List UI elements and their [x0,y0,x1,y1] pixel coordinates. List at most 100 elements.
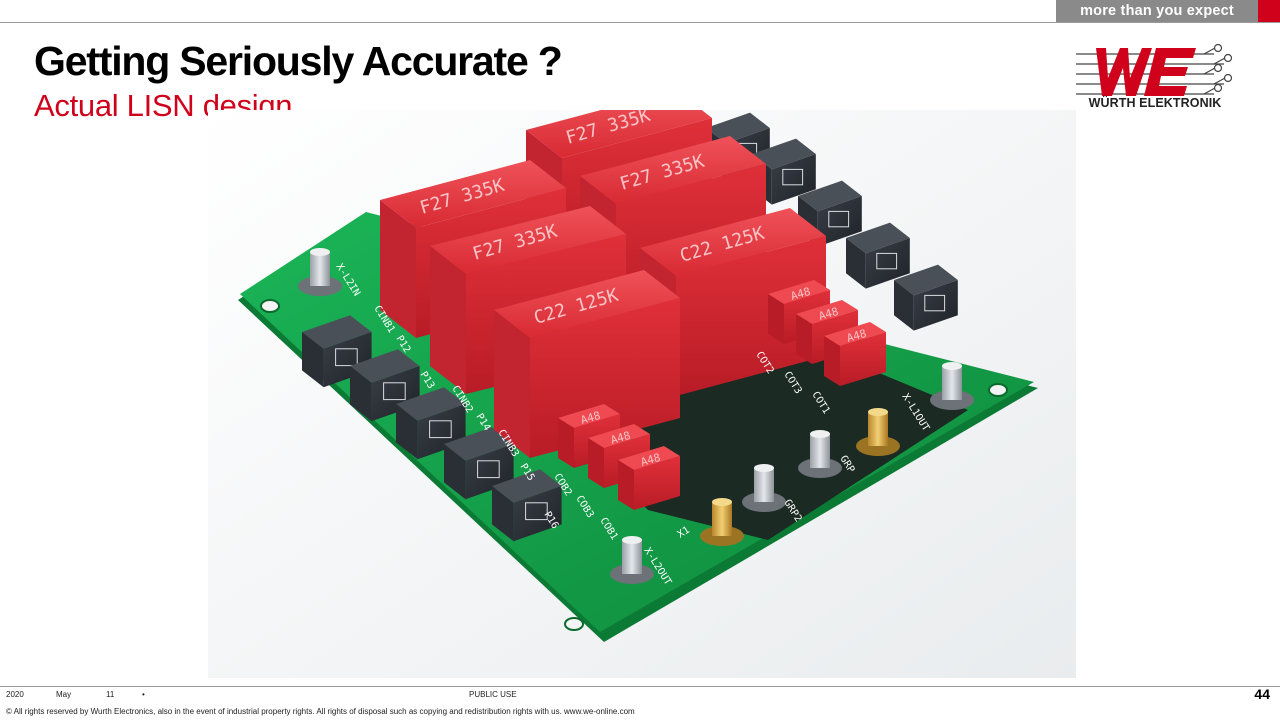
inductor-top [302,315,372,349]
inductor-top [444,427,514,461]
capacitor-top [494,270,680,338]
inductor-side [302,332,324,388]
inductor-front [865,238,910,289]
small-capacitor-label: A48 [609,429,632,447]
tagline: more than you expect [1080,3,1234,19]
inductor-top [706,112,770,144]
mounting-hole [564,617,584,631]
capacitor-side [430,246,466,394]
inductor-front [817,196,862,247]
inductor-marking [335,348,358,367]
small-capacitor-side [558,418,574,468]
copyright-notice: © All rights reserved by Wurth Electroni… [6,707,635,716]
post-body [810,434,830,468]
banana-post [742,464,786,512]
wurth-logo-icon [1076,43,1233,96]
inductor-top [846,222,910,254]
capacitor-side [494,310,530,458]
inductor [798,180,862,247]
logo-wordmark: WÜRTH ELEKTRONIK [1088,96,1222,110]
tagline-accent [1258,0,1280,22]
small-capacitor-top [618,446,680,470]
inductor-marking [924,294,946,312]
banana-post [610,536,654,584]
small-capacitor-side [768,294,784,344]
inductor-side [396,404,418,460]
sma-connector [700,498,744,546]
banana-post [298,248,342,296]
inductor-side [444,444,466,500]
small-capacitor-label: A48 [845,327,868,345]
post-top [622,536,642,544]
small-capacitor: A48 [618,446,680,510]
banana-post [930,362,974,410]
post-top [754,464,774,472]
footer-rule [0,686,1280,687]
post-body [310,252,330,286]
small-capacitor-top [588,424,650,448]
small-capacitor-label: A48 [579,409,602,427]
footer-year: 2020 [6,690,24,699]
slide-title: Getting Seriously Accurate ? [34,38,563,84]
inductor-marking [477,460,500,479]
small-capacitor-top [824,322,886,346]
inductor-marking [525,502,548,521]
capacitor-top [526,110,712,158]
banana-post [798,430,842,478]
small-capacitor-side [588,438,604,488]
small-capacitor-top [558,404,620,428]
post-body [868,412,888,446]
inductor-marking [383,382,406,401]
capacitor-top [430,206,626,274]
small-capacitor-front [634,456,680,510]
post-body [712,502,732,536]
footer-bullet: • [142,690,145,699]
top-rule [0,22,1280,23]
inductor-marking [782,168,804,186]
inductor-top [752,138,816,170]
small-capacitor-side [796,314,812,364]
footer-classification: PUBLIC USE [469,690,517,699]
small-capacitor: A48 [824,322,886,386]
capacitor-top [640,208,826,276]
inductor-side [350,366,372,422]
inductor-top [894,264,958,296]
inductor-side [492,486,514,542]
footer-day: 11 [106,690,115,699]
inductor-top [396,387,466,421]
post-top [868,408,888,416]
small-capacitor-top [768,280,830,304]
film-capacitor: C22 125K [494,270,680,458]
inductor-marking [429,420,452,439]
inductor-front [513,486,562,542]
small-capacitor-label: A48 [639,451,662,469]
post-body [622,540,642,574]
capacitor-top [380,160,566,228]
small-capacitor-side [618,460,634,510]
post-top [942,362,962,370]
small-capacitor-side [824,336,840,386]
inductor-top [492,469,562,503]
capacitor-top [580,136,766,204]
small-capacitor-front [840,332,886,386]
small-capacitor-label: A48 [789,285,812,303]
inductor [846,222,910,289]
post-body [942,366,962,400]
mounting-hole [260,299,280,313]
post-top [712,498,732,506]
post-top [310,248,330,256]
inductor [894,264,958,331]
inductor-side [846,238,866,289]
mounting-hole [988,383,1008,397]
inductor-side [894,280,914,331]
small-capacitor-top [796,300,858,324]
small-capacitor-label: A48 [817,305,840,323]
inductor [492,469,562,542]
page-number: 44 [1254,686,1270,702]
inductor-front [913,280,958,331]
sma-connector [856,408,900,456]
silk-x1: X1 [676,525,692,541]
capacitor-front [676,236,826,396]
inductor-marking [876,252,898,270]
